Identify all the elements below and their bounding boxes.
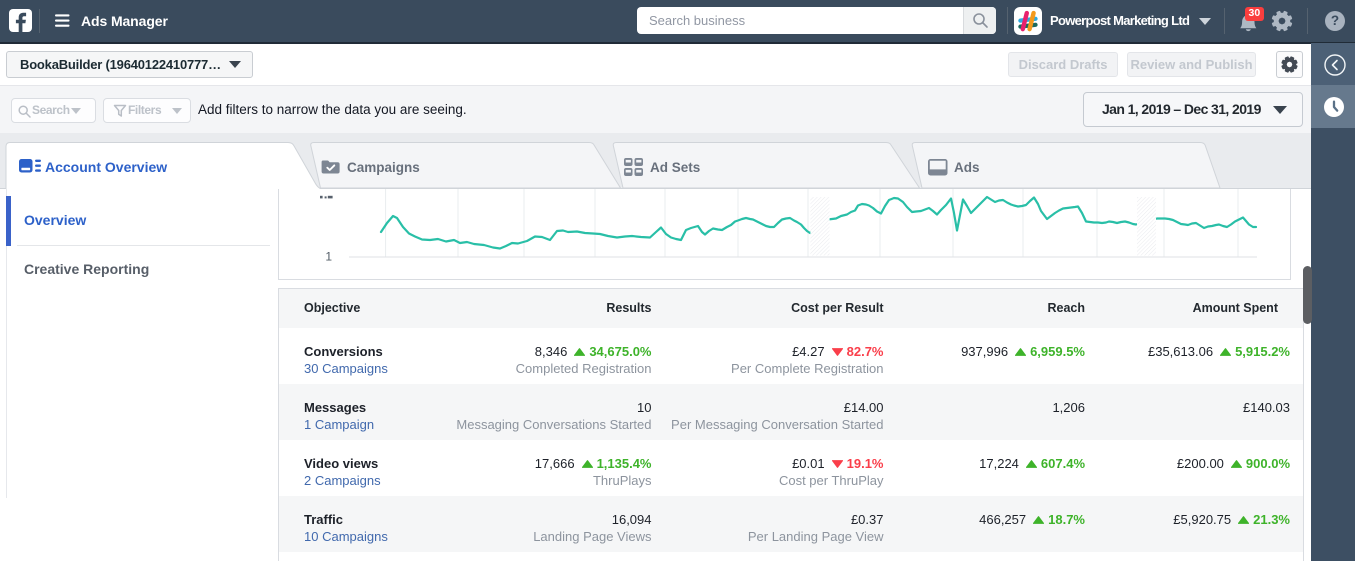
svg-text:1: 1 bbox=[325, 250, 332, 264]
